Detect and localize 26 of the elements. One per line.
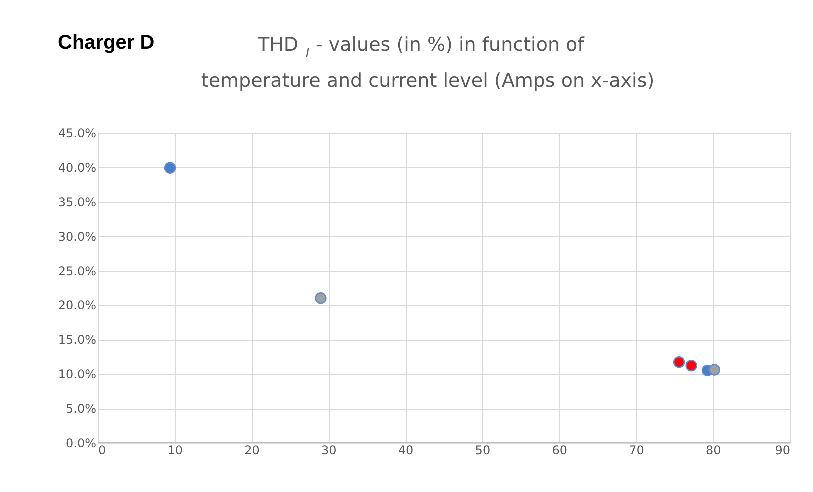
x-tick-label: 0 [98, 444, 106, 458]
y-tick-label: 35.0% [58, 195, 96, 210]
x-tick-label: 20 [244, 444, 260, 458]
x-tick-label: 50 [475, 444, 491, 458]
y-tick-label: 30.0% [58, 230, 96, 244]
point [315, 292, 327, 304]
x-tick-label: 60 [552, 444, 568, 458]
x-tick-label: 90 [775, 444, 790, 458]
y-tick-label: 40.0% [58, 160, 96, 175]
y-tick-label: 20.0% [58, 298, 96, 313]
point [708, 364, 720, 376]
y-tick-label: 0.0% [66, 436, 96, 450]
point [673, 356, 686, 368]
x-tick-label: 70 [629, 444, 644, 458]
chart-title: Charger D [58, 32, 155, 54]
y-tick-label: 25.0% [58, 264, 96, 278]
y-tick-label: 45.0% [58, 126, 96, 140]
y-tick-label: 15.0% [58, 333, 96, 348]
point [164, 162, 176, 174]
x-tick-label: 10 [168, 444, 184, 458]
x-tick-label: 80 [706, 444, 722, 458]
point [686, 360, 698, 372]
y-tick-label: 10.0% [58, 368, 96, 382]
y-tick-label: 5.0% [66, 402, 96, 416]
x-tick-label: 30 [322, 444, 337, 458]
x-tick-label: 40 [398, 444, 414, 458]
